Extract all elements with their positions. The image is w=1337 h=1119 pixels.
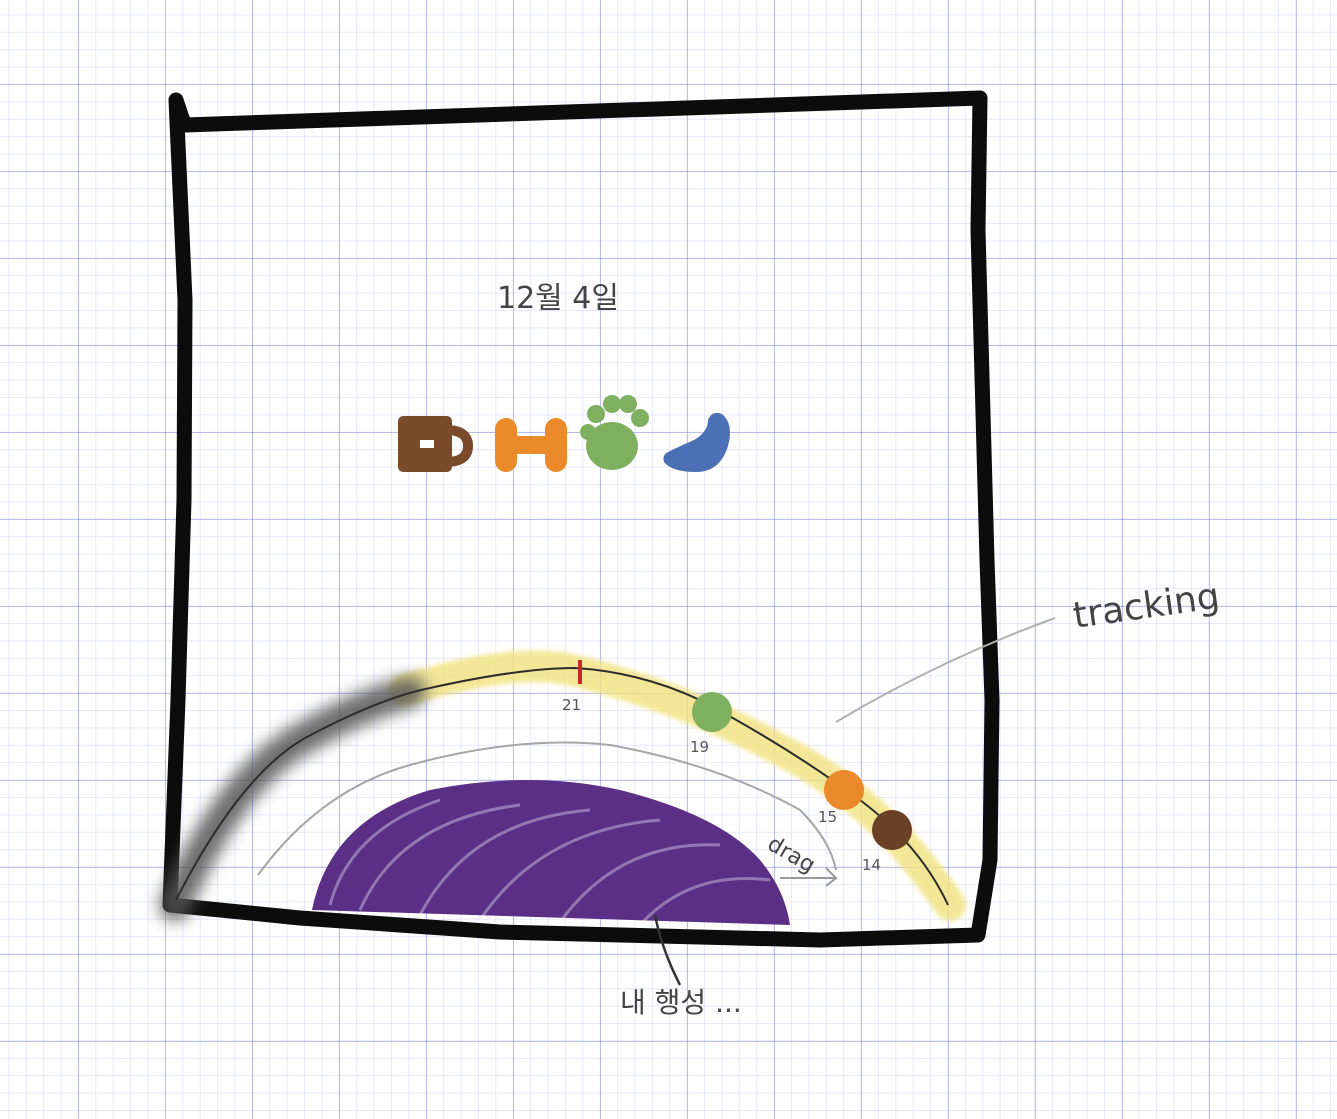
arc-marker-label-14: 14 [862, 856, 881, 874]
tracking-leader-line [835, 617, 1056, 723]
drag-arrow-icon [780, 867, 838, 887]
arc-marker-15[interactable] [824, 770, 864, 810]
track-shadow [159, 676, 426, 921]
arc-marker-21[interactable] [578, 660, 582, 684]
paw-icon [580, 395, 649, 470]
mug-icon [398, 416, 474, 472]
planet-scribble [312, 780, 790, 927]
arc-marker-19[interactable] [692, 692, 732, 732]
date-label: 12월 4일 [497, 281, 619, 316]
device-frame [162, 90, 1000, 948]
arc-marker-label-15: 15 [818, 808, 837, 826]
arc-marker-label-19: 19 [690, 738, 709, 756]
tracking-label: tracking [1071, 576, 1223, 637]
dumbbell-icon [495, 418, 567, 472]
arc-ticks: 21 19 15 14 [562, 660, 912, 874]
planet-leader-line [653, 914, 682, 986]
arc-marker-label-21: 21 [562, 696, 581, 714]
drag-arc [257, 741, 837, 876]
planet-label: 내 행성 ... [620, 986, 742, 1019]
drag-label: drag [763, 832, 819, 879]
arc-marker-14[interactable] [872, 810, 912, 850]
icon-row [398, 395, 730, 472]
bean-icon [663, 412, 730, 472]
